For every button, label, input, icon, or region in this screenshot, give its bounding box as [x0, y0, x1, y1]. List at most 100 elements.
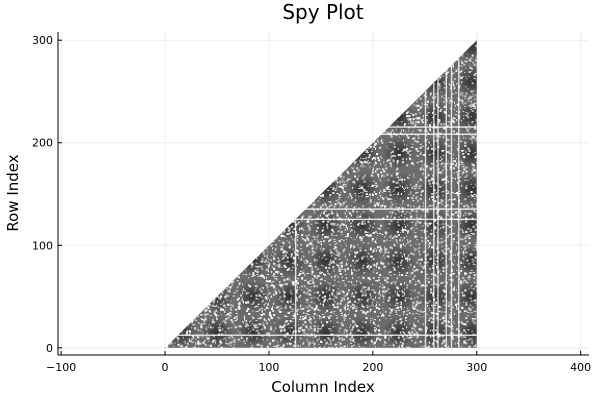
zero-entry [347, 178, 350, 180]
zero-entry [444, 142, 446, 145]
zero-entry [248, 332, 250, 334]
zero-entry [206, 329, 208, 331]
zero-entry [298, 275, 300, 277]
zero-entry [415, 318, 417, 320]
zero-entry [272, 275, 275, 277]
zero-entry [333, 241, 336, 243]
zero-entry [261, 300, 263, 303]
zero-entry [408, 136, 410, 139]
zero-entry [465, 187, 467, 189]
zero-entry [347, 219, 350, 221]
zero-entry [212, 300, 215, 303]
zero-entry [428, 309, 431, 311]
zero-entry [254, 290, 256, 292]
zero-entry [430, 329, 432, 332]
zero-entry [426, 253, 429, 256]
zero-entry [470, 96, 472, 98]
zero-entry [359, 237, 362, 240]
zero-entry [317, 299, 319, 301]
zero-entry [363, 161, 366, 164]
zero-entry [381, 257, 383, 259]
zero-entry [279, 296, 282, 298]
zero-entry [406, 134, 409, 137]
zero-entry [436, 103, 438, 106]
zero-entry [326, 321, 329, 324]
zero-entry [414, 231, 417, 233]
zero-entry [342, 223, 345, 226]
zero-entry [371, 169, 374, 171]
zero-entry [396, 162, 398, 165]
zero-entry [441, 158, 443, 161]
zero-entry [420, 194, 422, 197]
zero-entry [465, 114, 467, 117]
zero-entry [384, 246, 386, 249]
zero-entry [340, 337, 343, 339]
zero-entry [354, 175, 357, 178]
zero-entry [383, 277, 386, 279]
zero-entry [444, 344, 446, 347]
zero-entry [306, 288, 309, 290]
zero-entry [462, 76, 464, 79]
zero-entry [272, 244, 274, 246]
zero-entry [343, 212, 345, 214]
zero-entry [289, 344, 291, 346]
zero-entry [405, 300, 407, 302]
density-blob [455, 136, 477, 169]
zero-entry [360, 213, 362, 215]
zero-entry [345, 209, 347, 212]
zero-entry [438, 305, 441, 308]
zero-entry [404, 254, 406, 257]
zero-entry [420, 258, 423, 261]
zero-entry [470, 287, 472, 289]
zero-entry [262, 324, 265, 327]
zero-entry [371, 240, 373, 243]
zero-entry [304, 280, 307, 282]
zero-entry [384, 231, 387, 233]
zero-entry [336, 247, 338, 249]
zero-entry [384, 292, 386, 294]
zero-entry [292, 315, 295, 318]
zero-entry [333, 222, 336, 225]
zero-entry [375, 337, 379, 340]
zero-entry [232, 305, 234, 308]
zero-entry [357, 234, 359, 237]
zero-entry [396, 125, 399, 127]
zero-entry [289, 330, 291, 332]
zero-entry [468, 275, 470, 277]
zero-entry [471, 172, 473, 174]
zero-entry [459, 64, 461, 66]
zero-entry [340, 175, 342, 178]
zero-entry [328, 206, 331, 208]
zero-entry [449, 85, 452, 87]
zero-entry [347, 196, 349, 199]
zero-entry [257, 276, 259, 278]
zero-entry [364, 286, 367, 289]
zero-entry [316, 239, 318, 242]
zero-entry [230, 300, 232, 302]
zero-entry [468, 213, 470, 216]
zero-entry [382, 293, 384, 296]
zero-entry [436, 196, 438, 199]
zero-entry [422, 323, 424, 326]
zero-entry [402, 237, 406, 239]
zero-entry [328, 213, 331, 215]
zero-entry [228, 295, 230, 297]
zero-entry [453, 101, 455, 104]
zero-entry [340, 223, 342, 225]
zero-entry [472, 164, 475, 167]
zero-entry [417, 248, 419, 250]
zero-entry [375, 204, 379, 206]
zero-entry [277, 272, 279, 274]
zero-entry [225, 318, 228, 321]
zero-entry [452, 82, 454, 84]
zero-entry [400, 301, 402, 304]
zero-entry [463, 329, 466, 332]
zero-entry [354, 341, 356, 343]
zero-entry [286, 342, 288, 345]
zero-entry [423, 163, 425, 166]
zero-entry [474, 256, 477, 259]
zero-entry [237, 338, 240, 341]
zero-entry [319, 241, 322, 243]
zero-column-streak [294, 219, 297, 348]
zero-entry [354, 313, 357, 317]
